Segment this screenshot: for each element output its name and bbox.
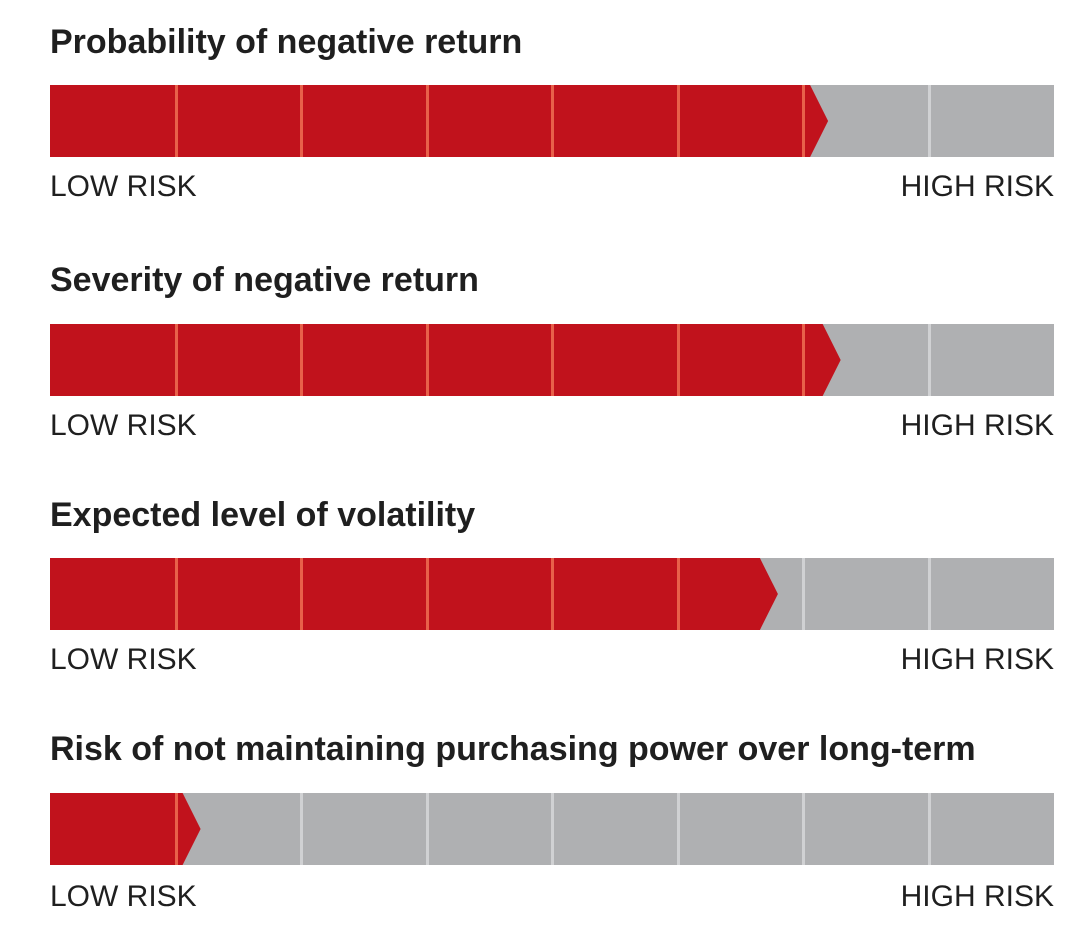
chart-title: Severity of negative return — [50, 261, 479, 299]
high-risk-label: HIGH RISK — [900, 643, 1054, 676]
chart-title: Expected level of volatility — [50, 496, 476, 534]
high-risk-label: HIGH RISK — [900, 170, 1054, 203]
risk-level-fill — [50, 85, 829, 157]
low-risk-label: LOW RISK — [50, 880, 197, 913]
high-risk-label: HIGH RISK — [900, 880, 1054, 913]
chart-title: Risk of not maintaining purchasing power… — [50, 730, 976, 768]
high-risk-label: HIGH RISK — [900, 409, 1054, 442]
risk-level-fill — [50, 793, 201, 865]
risk-level-fill — [50, 324, 841, 396]
chart-title: Probability of negative return — [50, 23, 523, 61]
risk-level-fill — [50, 558, 778, 630]
low-risk-label: LOW RISK — [50, 409, 197, 442]
risk-bar — [50, 85, 1054, 157]
low-risk-label: LOW RISK — [50, 170, 197, 203]
risk-bar — [50, 793, 1054, 865]
risk-bar — [50, 558, 1054, 630]
low-risk-label: LOW RISK — [50, 643, 197, 676]
risk-bar — [50, 324, 1054, 396]
